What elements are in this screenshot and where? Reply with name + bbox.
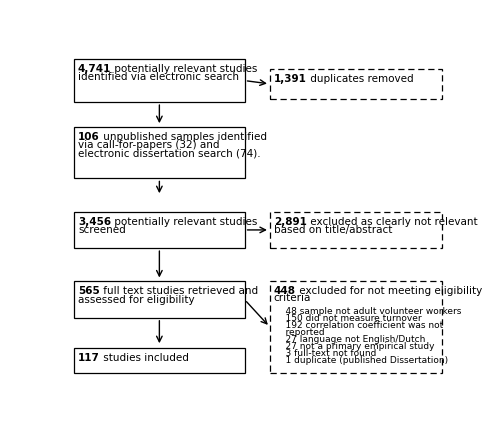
Text: studies included: studies included xyxy=(100,352,189,362)
Text: 27 not a primary empirical study: 27 not a primary empirical study xyxy=(274,341,434,350)
Text: 565: 565 xyxy=(78,286,100,296)
Bar xyxy=(74,212,244,249)
Bar xyxy=(270,212,442,249)
Bar xyxy=(74,128,244,179)
Text: screened: screened xyxy=(78,224,126,234)
Text: 27 language not English/Dutch: 27 language not English/Dutch xyxy=(274,335,425,343)
Bar xyxy=(270,282,442,373)
Text: potentially relevant studies: potentially relevant studies xyxy=(111,216,258,226)
Bar xyxy=(74,60,244,103)
Text: 117: 117 xyxy=(78,352,100,362)
Text: based on title/abstract: based on title/abstract xyxy=(274,224,392,234)
Text: 192 correlation coefficient was not: 192 correlation coefficient was not xyxy=(274,320,443,329)
Text: 3,456: 3,456 xyxy=(78,216,111,226)
Text: 4,741: 4,741 xyxy=(78,64,112,74)
Text: potentially relevant studies: potentially relevant studies xyxy=(112,64,258,74)
Text: 150 did not measure turnover: 150 did not measure turnover xyxy=(274,313,422,322)
Text: via call-for-papers (32) and: via call-for-papers (32) and xyxy=(78,140,220,150)
Text: 106: 106 xyxy=(78,132,100,142)
Text: duplicates removed: duplicates removed xyxy=(306,74,413,84)
Text: 48 sample not adult volunteer workers: 48 sample not adult volunteer workers xyxy=(274,307,461,316)
Text: unpublished samples identified: unpublished samples identified xyxy=(100,132,267,142)
Text: 1,391: 1,391 xyxy=(274,74,306,84)
Text: 448: 448 xyxy=(274,286,295,296)
Text: 2,891: 2,891 xyxy=(274,216,306,226)
Text: criteria: criteria xyxy=(274,293,311,303)
Text: assessed for eligibility: assessed for eligibility xyxy=(78,294,194,304)
Bar xyxy=(74,282,244,318)
Text: identified via electronic search: identified via electronic search xyxy=(78,72,239,82)
Text: 1 duplicate (published Dissertation): 1 duplicate (published Dissertation) xyxy=(274,355,448,364)
Bar xyxy=(74,348,244,373)
Text: full text studies retrieved and: full text studies retrieved and xyxy=(100,286,258,296)
Text: excluded for not meeting eligibility: excluded for not meeting eligibility xyxy=(296,286,482,296)
Bar xyxy=(270,70,442,100)
Text: excluded as clearly not relevant: excluded as clearly not relevant xyxy=(306,216,477,226)
Text: electronic dissertation search (74).: electronic dissertation search (74). xyxy=(78,148,260,158)
Text: reported: reported xyxy=(274,327,324,336)
Text: 3 full-text not found: 3 full-text not found xyxy=(274,348,376,357)
